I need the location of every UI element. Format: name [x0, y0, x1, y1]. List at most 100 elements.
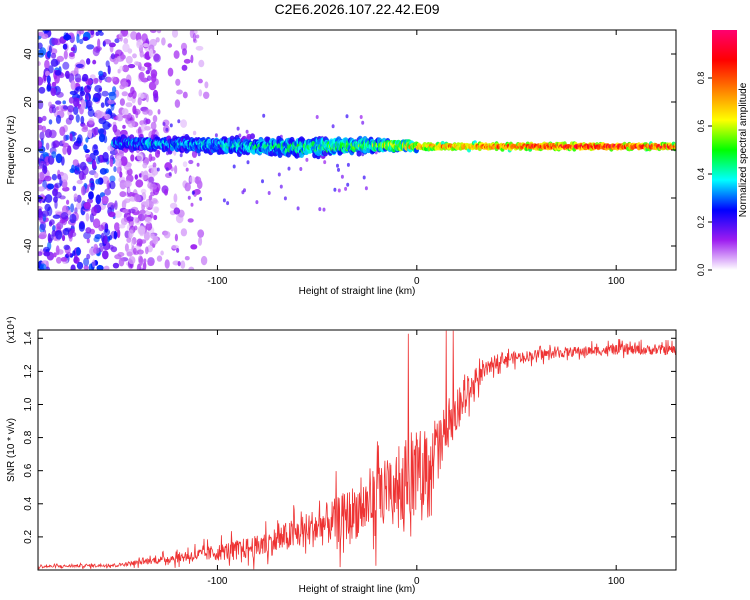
heatmap-cell — [112, 262, 120, 269]
heatmap-cell — [93, 149, 99, 156]
heatmap-cell — [174, 165, 178, 175]
heatmap-cell — [346, 162, 350, 167]
heatmap-cell — [110, 246, 118, 253]
heatmap-cell — [142, 162, 148, 169]
heatmap-cell — [81, 77, 88, 82]
heatmap-cell — [267, 191, 271, 195]
heatmap-cell — [75, 202, 82, 210]
y-tick-label: 0 — [23, 147, 34, 153]
heatmap-cell — [121, 81, 129, 88]
x-tick-label: 0 — [414, 576, 420, 587]
heatmap-cell — [130, 31, 138, 40]
heatmap-cell — [109, 180, 116, 190]
heatmap-cell — [82, 124, 88, 130]
heatmap-cell — [150, 233, 155, 239]
heatmap-cell — [93, 236, 100, 243]
heatmap-cell — [200, 255, 208, 266]
heatmap-cell — [95, 194, 102, 205]
heatmap-cell — [177, 261, 181, 267]
heatmap-cell — [133, 225, 138, 231]
heatmap-cell — [164, 189, 168, 196]
heatmap-cell — [198, 59, 205, 68]
heatmap-cell — [74, 88, 79, 95]
heatmap-cell — [126, 237, 132, 243]
colorbar-tick-label: 0.6 — [696, 120, 706, 133]
heatmap-cell — [81, 173, 87, 180]
heatmap-cell — [127, 120, 136, 128]
heatmap-cell — [130, 86, 135, 95]
heatmap-cell — [180, 228, 188, 237]
heatmap-cell — [113, 166, 117, 173]
heatmap-cell — [38, 157, 41, 165]
heatmap-cell — [51, 106, 57, 114]
y-axis-ticks: -40 -20 0 20 40 — [23, 48, 676, 253]
snr-series-line — [38, 330, 676, 570]
heatmap-cell — [56, 256, 62, 264]
heatmap-cell — [79, 161, 87, 171]
heatmap-cell — [91, 259, 96, 268]
heatmap-cell — [62, 146, 68, 155]
heatmap-cell — [52, 225, 56, 232]
heatmap-cell — [232, 164, 236, 169]
heatmap-cell — [96, 155, 101, 165]
heatmap-cell — [39, 263, 47, 270]
y-axis-label: SNR (10 * v/v) — [6, 418, 17, 482]
y-scale-multiplier: (x10⁴) — [6, 316, 17, 343]
heatmap-cell — [157, 150, 161, 155]
heatmap-cell — [125, 55, 133, 64]
heatmap-cell — [176, 89, 183, 95]
heatmap-cell — [65, 134, 70, 141]
heatmap-cell — [109, 158, 114, 167]
heatmap-cell — [46, 75, 51, 84]
heatmap-cell — [81, 30, 85, 34]
heatmap-cell — [143, 231, 150, 241]
heatmap-cell — [337, 188, 341, 193]
heatmap-cell — [94, 109, 102, 119]
heatmap-cell — [195, 45, 204, 51]
heatmap-cell — [119, 191, 127, 198]
heatmap-cell — [69, 52, 75, 57]
heatmap-cell — [189, 176, 196, 183]
heatmap-cell — [103, 228, 111, 236]
heatmap-cell — [128, 208, 136, 214]
heatmap-cell — [125, 102, 133, 108]
heatmap-cell — [122, 209, 131, 214]
heatmap-cell — [83, 265, 89, 270]
heatmap-cell — [145, 198, 150, 209]
heatmap-cell — [162, 122, 166, 126]
y-tick-label: 20 — [23, 96, 34, 108]
heatmap-cell — [181, 64, 188, 71]
heatmap-cell — [55, 100, 62, 105]
heatmap-cell — [76, 261, 84, 270]
heatmap-cell — [75, 63, 84, 68]
heatmap-cell — [60, 257, 68, 262]
heatmap-cell — [119, 98, 125, 106]
heatmap-cell — [182, 161, 188, 168]
heatmap-cell — [92, 78, 99, 85]
x-tick-label: 100 — [608, 576, 625, 587]
heatmap-cell — [440, 140, 445, 146]
heatmap-cell — [50, 58, 59, 67]
heatmap-cell — [38, 86, 46, 94]
y-tick-label: 0.6 — [23, 463, 34, 477]
heatmap-cell — [72, 142, 80, 150]
y-tick-label: 0.2 — [23, 530, 34, 544]
heatmap-cell — [93, 144, 98, 150]
heatmap-cell — [114, 38, 120, 44]
heatmap-cell — [114, 254, 122, 260]
heatmap-cell — [92, 97, 99, 103]
heatmap-cell — [135, 61, 142, 66]
heatmap-cell — [93, 247, 100, 254]
heatmap-cell — [261, 179, 264, 184]
heatmap-cell — [75, 114, 80, 123]
heatmap-cell — [63, 50, 68, 60]
heatmap-cell — [318, 207, 322, 212]
heatmap-cell — [101, 176, 110, 184]
heatmap-cell — [143, 62, 152, 68]
heatmap-cell — [38, 42, 43, 50]
heatmap-cell — [49, 219, 55, 226]
heatmap-cell — [90, 181, 95, 191]
heatmap-cell — [98, 246, 104, 253]
heatmap-cell — [296, 206, 300, 211]
heatmap-cell — [114, 129, 121, 137]
